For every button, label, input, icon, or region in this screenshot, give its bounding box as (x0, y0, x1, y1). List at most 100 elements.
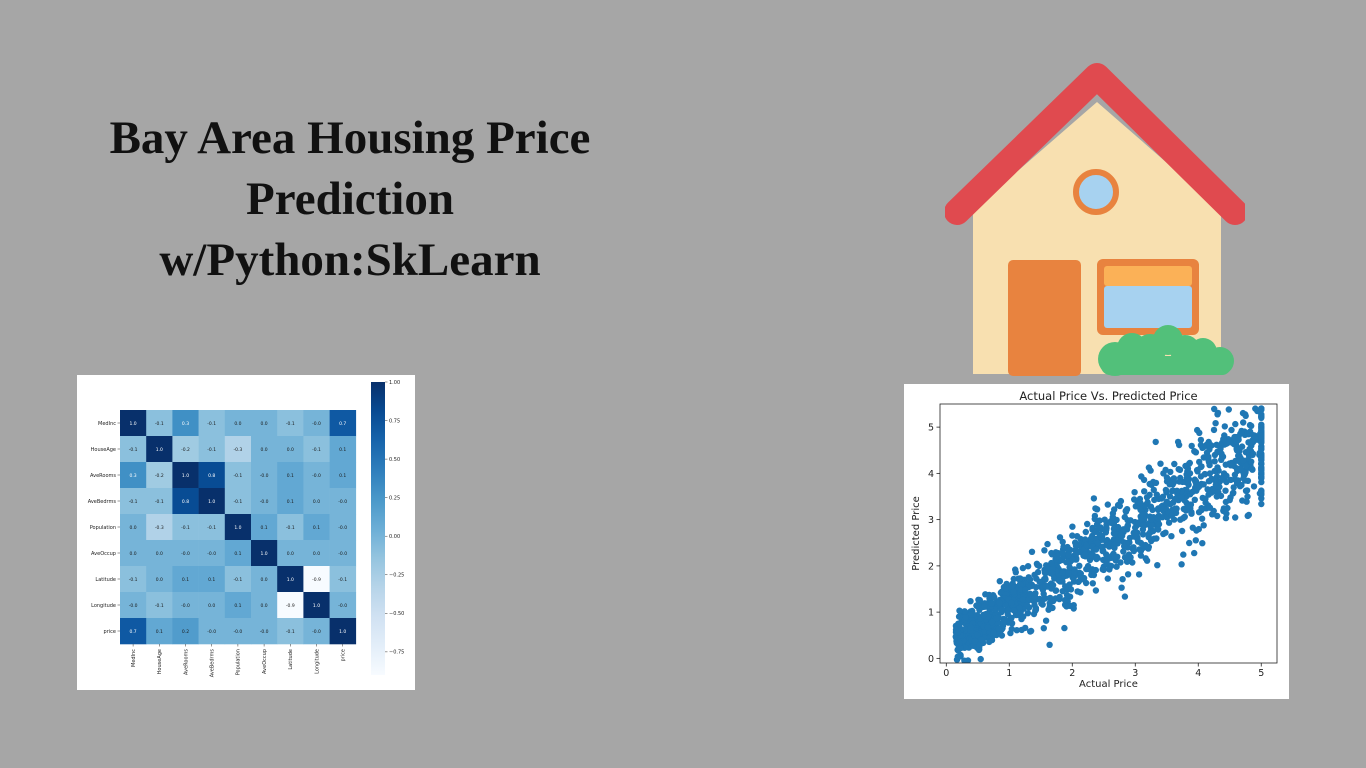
scatter-point (1227, 494, 1234, 501)
heatmap-cell (172, 540, 199, 567)
scatter-point (1111, 553, 1118, 560)
heatmap-cell (172, 566, 199, 593)
scatter-point (1167, 480, 1174, 487)
scatter-point (1246, 421, 1254, 429)
scatter-point (1055, 577, 1063, 584)
heatmap-cell (120, 488, 147, 515)
scatter-point (1165, 519, 1173, 526)
scatter-point (1244, 430, 1251, 437)
heatmap-cell-label: 1.0 (234, 525, 241, 531)
scatter-point (1109, 510, 1117, 517)
scatter-point (1016, 580, 1024, 588)
scatter-point (1119, 576, 1126, 583)
scatter-point (1242, 487, 1250, 494)
scatter-point (1249, 451, 1256, 458)
scatter-point (1211, 458, 1218, 465)
scatter-point (1147, 467, 1154, 474)
scatter-point (1101, 516, 1108, 523)
scatter-point (1032, 590, 1039, 597)
heatmap-cell-label: -0.0 (312, 473, 321, 479)
scatter-point (1129, 559, 1136, 566)
y-tick-label: 5 (928, 423, 934, 434)
heatmap-cell-label: -0.1 (129, 577, 138, 583)
scatter-point (1238, 443, 1246, 450)
heatmap-cell-label: 0.1 (339, 447, 346, 453)
scatter-point (1258, 405, 1265, 412)
scatter-point (1044, 540, 1051, 548)
scatter-point (1083, 565, 1090, 573)
heatmap-cell (146, 592, 173, 619)
heatmap-cell (277, 488, 304, 515)
scatter-point (1258, 445, 1265, 452)
scatter-point (1013, 627, 1020, 634)
scatter-point (1046, 594, 1054, 602)
heatmap-cell (329, 566, 357, 593)
heatmap-cell-label: -0.1 (207, 525, 216, 531)
scatter-point (996, 599, 1003, 607)
scatter-point (1153, 535, 1160, 542)
scatter-point (1143, 557, 1151, 564)
scatter-point (1019, 596, 1026, 603)
scatter-point (1117, 532, 1125, 539)
heatmap-cell (198, 436, 226, 463)
heatmap-cell (172, 514, 199, 541)
scatter-point (1024, 610, 1032, 617)
scatter-point (1061, 624, 1068, 632)
scatter-point (1081, 551, 1089, 558)
scatter-point (1019, 564, 1027, 572)
heatmap-cell (224, 540, 252, 567)
heatmap-cell-label: 0.1 (156, 629, 163, 635)
heatmap-cell (277, 514, 304, 541)
heatmap-cell (120, 462, 147, 489)
colorbar-tick-label: 1.00 (389, 380, 400, 386)
house-window-top (1104, 266, 1192, 286)
scatter-chart: Actual Price Vs. Predicted Price 0 1 2 3 4 5 0 1… (911, 389, 1278, 690)
scatter-point (1095, 525, 1103, 532)
scatter-point (1238, 481, 1245, 489)
heatmap-cell-label: -0.1 (207, 447, 216, 453)
scatter-point (988, 618, 996, 626)
scatter-point (1227, 476, 1234, 484)
scatter-point (1071, 569, 1078, 576)
heatmap-cell-label: 0.1 (234, 551, 241, 557)
scatter-point (957, 651, 964, 659)
scatter-point (1033, 560, 1041, 567)
heatmap-cell (303, 410, 330, 437)
scatter-point (1196, 429, 1203, 437)
heatmap-cell-label: -0.3 (155, 525, 164, 531)
heatmap-cell (172, 410, 199, 437)
scatter-point (967, 611, 974, 618)
scatter-point (1093, 555, 1100, 563)
scatter-point (1073, 550, 1080, 557)
scatter-point (1202, 495, 1209, 502)
title-line-3: w/Python:SkLearn (159, 234, 541, 286)
heatmap-cell-label: -0.1 (286, 525, 295, 531)
scatter-point (1026, 590, 1034, 597)
scatter-point (1076, 569, 1083, 576)
scatter-point (1049, 565, 1056, 572)
heatmap-cell (303, 514, 330, 541)
scatter-point (1258, 464, 1265, 471)
heatmap-y-label: Population (90, 525, 116, 531)
scatter-point (1244, 477, 1252, 484)
scatter-point (1206, 470, 1214, 477)
heatmap-x-label: MedInc (131, 649, 137, 667)
scatter-point (1205, 458, 1213, 466)
scatter-point (1242, 462, 1250, 470)
scatter-point (1028, 548, 1036, 555)
heatmap-cell-label: -0.0 (338, 499, 347, 505)
heatmap-cell (251, 618, 278, 645)
scatter-point (1123, 506, 1131, 513)
scatter-point (1000, 618, 1007, 626)
scatter-point (1137, 499, 1144, 507)
scatter-point (1184, 503, 1191, 510)
scatter-point (1104, 575, 1111, 582)
heatmap-cell-label: 0.1 (339, 473, 346, 479)
scatter-point (1175, 441, 1183, 449)
scatter-point (1046, 641, 1053, 648)
heatmap-cell-label: 1.0 (156, 447, 163, 453)
scatter-point (981, 603, 988, 610)
heatmap-cell-label: -0.0 (207, 551, 216, 557)
heatmap-colorbar (371, 382, 385, 675)
scatter-point (1121, 543, 1128, 550)
